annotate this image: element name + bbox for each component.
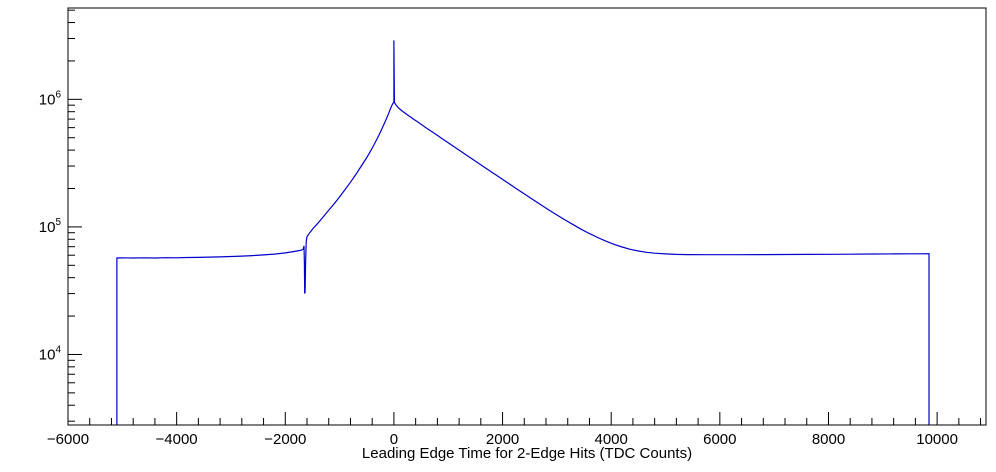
x-axis-ticks [67, 412, 982, 425]
y-axis-labels: 104 105 106 [39, 89, 62, 363]
y-axis-ticks [68, 9, 82, 422]
x-axis-title: Leading Edge Time for 2-Edge Hits (TDC C… [362, 445, 692, 462]
x-tick-label: 10000 [916, 431, 958, 448]
x-tick-label: 2000 [486, 431, 519, 448]
x-tick-label: 4000 [595, 431, 628, 448]
y-tick-label: 104 [39, 345, 62, 364]
x-tick-label: −4000 [156, 431, 198, 448]
x-tick-label: 6000 [703, 431, 736, 448]
plot-frame [67, 7, 987, 426]
x-axis-labels: −6000 −4000 −2000 0 2000 4000 6000 8000 10000 [47, 431, 958, 448]
x-tick-label: −6000 [47, 431, 89, 448]
x-tick-label: 0 [390, 431, 398, 448]
x-tick-label: 8000 [812, 431, 845, 448]
histogram-line [116, 40, 930, 425]
x-tick-label: −2000 [264, 431, 306, 448]
y-tick-label: 105 [39, 217, 62, 236]
y-tick-label: 106 [39, 89, 62, 108]
